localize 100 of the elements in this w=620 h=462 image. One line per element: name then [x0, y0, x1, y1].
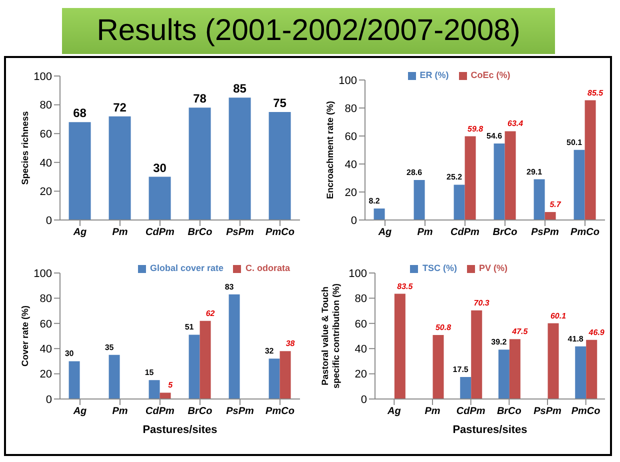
y-tick-label: 100 — [34, 268, 52, 280]
y-tick-label: 80 — [354, 293, 367, 306]
bar — [460, 376, 472, 399]
y-tick-label: 60 — [354, 318, 367, 330]
bar — [228, 98, 251, 220]
data-label: 25.2 — [446, 172, 463, 182]
bar — [188, 334, 200, 399]
y-tick-label: 20 — [40, 186, 52, 198]
data-label: 68 — [73, 106, 87, 120]
x-tick-label: Pm — [112, 406, 128, 418]
y-axis-title: Cover rate (%) — [20, 305, 30, 367]
data-label: 62 — [206, 308, 216, 318]
x-tick-label: Pm — [424, 406, 440, 418]
data-label: 39.2 — [491, 338, 508, 347]
x-axis-title: Pastures/sites — [142, 424, 218, 436]
legend-label: TSC (%) — [422, 263, 457, 273]
legend-label: ER (%) — [420, 70, 449, 80]
bar — [228, 294, 240, 399]
x-tick-label: Ag — [72, 227, 87, 238]
data-label: 5.7 — [550, 200, 562, 210]
bar — [148, 176, 171, 220]
data-label: 54.6 — [486, 132, 503, 141]
legend-label: C. odorata — [245, 263, 290, 273]
y-axis-title: Encroachment rate (%) — [325, 100, 335, 200]
y-tick-label: 80 — [344, 102, 357, 115]
bar — [509, 339, 520, 399]
bar — [374, 208, 385, 220]
data-label: 29.1 — [526, 167, 543, 176]
x-tick-label: CdPm — [146, 227, 175, 238]
data-label: 46.9 — [588, 328, 605, 337]
data-label: 17.5 — [452, 364, 469, 374]
x-tick-label: PmCo — [571, 406, 600, 418]
bar — [280, 351, 291, 399]
legend-label: Global cover rate — [150, 263, 224, 273]
bar — [586, 340, 598, 399]
y-tick-label: 80 — [40, 100, 52, 112]
bar — [148, 380, 160, 399]
x-tick-label: PsPm — [531, 227, 560, 238]
bar — [544, 212, 556, 220]
y-tick-label: 100 — [348, 268, 367, 280]
data-label: 85 — [233, 82, 247, 96]
data-label: 75 — [273, 96, 287, 110]
bar — [414, 180, 425, 220]
y-tick-label: 60 — [40, 128, 52, 141]
x-tick-label: Pm — [417, 227, 433, 238]
y-tick-label: 40 — [354, 344, 367, 356]
y-tick-label: 0 — [46, 394, 52, 406]
data-label: 59.8 — [468, 124, 484, 134]
bar — [108, 116, 131, 220]
x-tick-label: Ag — [377, 227, 392, 238]
data-label: 32 — [264, 346, 274, 356]
data-label: 78 — [193, 92, 207, 106]
x-tick-label: BrCo — [492, 227, 518, 238]
bar — [574, 150, 585, 220]
data-label: 50.1 — [566, 138, 583, 147]
x-tick-label: BrCo — [188, 406, 212, 418]
y-tick-label: 100 — [338, 74, 357, 87]
y-tick-label: 20 — [354, 368, 367, 381]
bar — [268, 112, 291, 220]
y-tick-label: 40 — [40, 344, 52, 356]
data-label: 85.5 — [588, 88, 604, 98]
data-label: 70.3 — [474, 298, 490, 308]
data-label: 30 — [153, 160, 167, 175]
data-label: 28.6 — [406, 168, 423, 177]
x-tick-label: PmCo — [266, 406, 294, 418]
data-label: 72 — [113, 100, 127, 114]
data-label: 38 — [286, 339, 296, 348]
bar — [68, 361, 80, 399]
bar — [432, 334, 444, 399]
y-tick-label: 0 — [46, 214, 52, 227]
y-axis-title: Species richness — [20, 111, 30, 185]
data-label: 83 — [224, 282, 234, 292]
data-label: 30 — [64, 349, 74, 358]
y-tick-label: 20 — [344, 186, 357, 199]
text: Results (2001-2002/2007-2008) — [62, 8, 555, 54]
legend-label: CoEc (%) — [470, 70, 510, 80]
bar — [160, 392, 171, 399]
bar — [188, 108, 211, 220]
x-tick-label: Pm — [112, 227, 128, 238]
bar — [534, 179, 545, 220]
bar — [394, 294, 406, 399]
bar — [268, 358, 280, 399]
bar — [504, 131, 516, 220]
x-tick-label: CdPm — [146, 406, 175, 418]
y-tick-label: 40 — [40, 157, 52, 170]
data-label: 51 — [184, 322, 194, 332]
bar — [548, 323, 559, 399]
legend-label: PV (%) — [478, 263, 508, 273]
x-tick-label: Ag — [386, 406, 401, 418]
x-tick-label: Ag — [72, 406, 87, 418]
y-tick-label: 80 — [40, 293, 52, 306]
data-label: 63.4 — [508, 119, 524, 128]
bar — [471, 310, 482, 399]
x-tick-label: BrCo — [188, 227, 212, 238]
bar — [108, 354, 120, 399]
data-label: 60.1 — [550, 311, 567, 320]
x-tick-label: BrCo — [496, 406, 522, 418]
x-tick-label: PmCo — [570, 227, 600, 238]
data-label: 5 — [168, 380, 174, 390]
bar — [498, 350, 510, 399]
